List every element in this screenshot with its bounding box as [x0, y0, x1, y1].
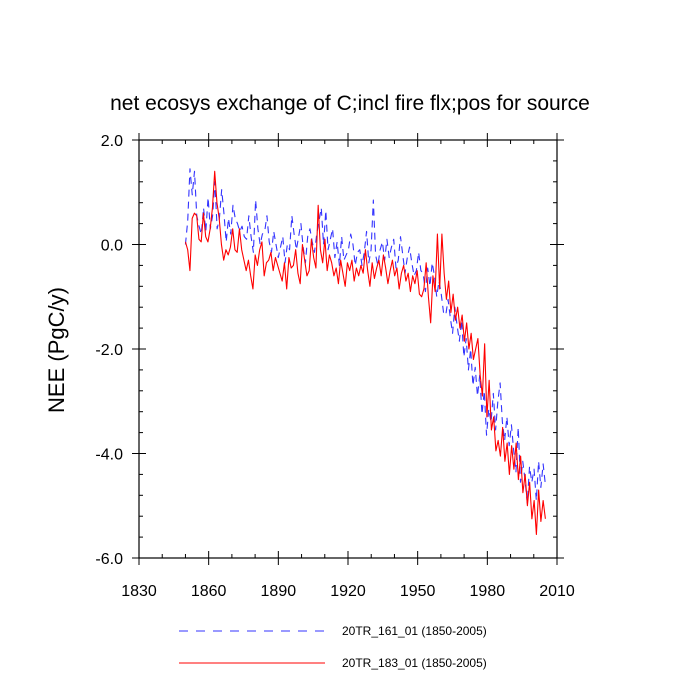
axis-ticks: 1830 1860 1890 1920 1950 1980 2010 -6.0 -4.0 -2.0… — [95, 133, 575, 600]
x-tick-label: 1830 — [121, 583, 157, 600]
x-tick-label: 1890 — [261, 583, 297, 600]
series-line-1 — [184, 168, 546, 504]
y-tick-label: -4.0 — [95, 447, 123, 464]
x-tick-label: 1980 — [470, 583, 506, 600]
legend: 20TR_161_01 (1850-2005) 20TR_183_01 (1850… — [179, 624, 487, 670]
x-tick-label: 1920 — [330, 583, 366, 600]
x-tick-label: 1860 — [191, 583, 227, 600]
y-axis-label: NEE (PgC/y) — [44, 287, 69, 413]
series-line-2 — [184, 170, 546, 536]
legend-label-2: 20TR_183_01 (1850-2005) — [342, 656, 487, 670]
series-group — [184, 168, 546, 536]
legend-label-1: 20TR_161_01 (1850-2005) — [342, 624, 487, 638]
x-tick-label: 2010 — [539, 583, 575, 600]
chart-title: net ecosys exchange of C;incl fire flx;p… — [110, 92, 590, 115]
x-tick-label: 1950 — [400, 583, 436, 600]
y-tick-label: 2.0 — [101, 133, 123, 150]
y-tick-label: 0.0 — [101, 238, 123, 255]
y-tick-label: -6.0 — [95, 551, 123, 568]
plot-frame — [138, 139, 558, 559]
y-tick-label: -2.0 — [95, 342, 123, 359]
